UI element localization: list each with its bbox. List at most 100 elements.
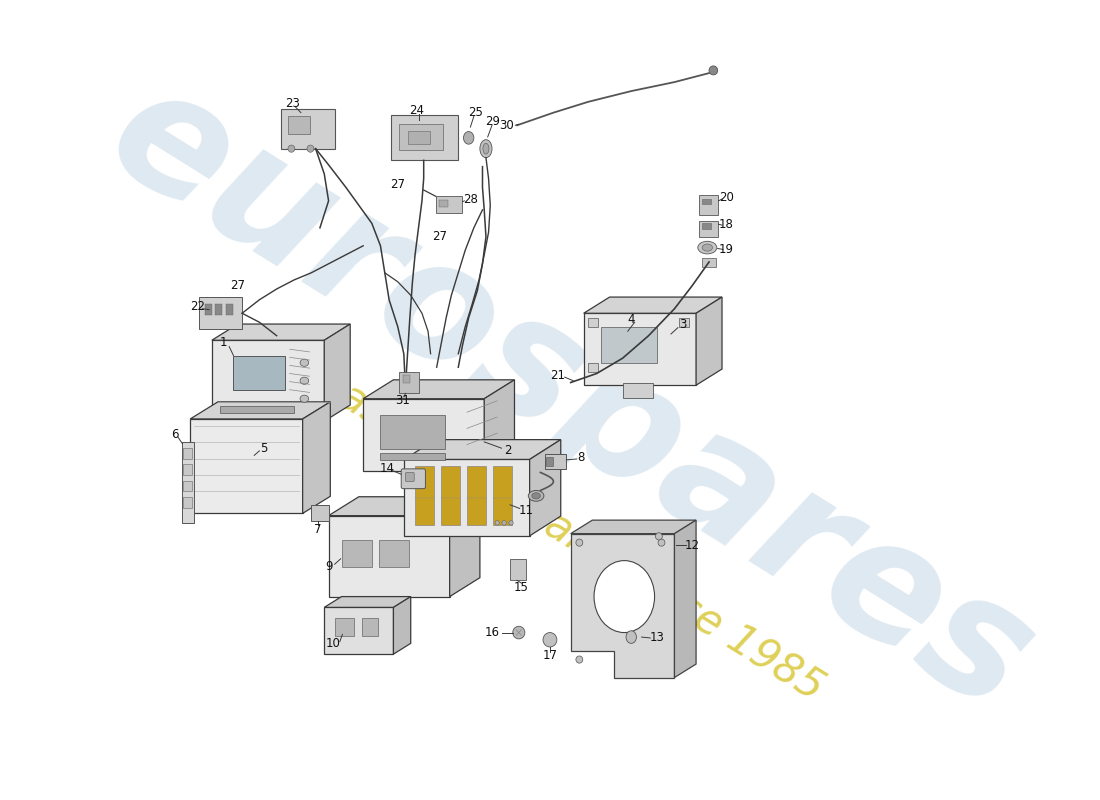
Bar	[510, 559, 526, 580]
Bar	[679, 318, 690, 326]
Text: 6: 6	[170, 428, 178, 441]
Text: 12: 12	[684, 539, 700, 552]
Text: 24: 24	[409, 104, 425, 118]
Bar	[702, 223, 711, 229]
Polygon shape	[571, 520, 696, 534]
Polygon shape	[212, 340, 324, 421]
Text: 31: 31	[396, 394, 410, 407]
Polygon shape	[190, 402, 330, 419]
Ellipse shape	[513, 626, 525, 639]
Polygon shape	[363, 380, 515, 398]
Bar	[547, 457, 553, 466]
Bar	[334, 618, 354, 636]
Bar	[362, 618, 378, 636]
Text: 10: 10	[326, 637, 340, 650]
Bar	[378, 540, 409, 567]
Text: 27: 27	[230, 279, 245, 292]
Polygon shape	[674, 520, 696, 678]
Bar	[441, 466, 460, 525]
Ellipse shape	[300, 359, 309, 366]
Ellipse shape	[658, 539, 664, 546]
Bar	[588, 362, 598, 372]
Polygon shape	[324, 324, 350, 421]
Text: 27: 27	[432, 230, 447, 243]
Bar	[623, 383, 652, 398]
Bar	[381, 453, 446, 460]
Bar	[220, 406, 294, 413]
Text: 17: 17	[542, 650, 558, 662]
Bar	[403, 375, 410, 382]
Ellipse shape	[576, 656, 583, 663]
Bar	[588, 318, 598, 326]
Text: 20: 20	[719, 190, 734, 204]
Text: 22: 22	[189, 301, 205, 314]
Text: 15: 15	[514, 581, 529, 594]
Bar	[184, 481, 192, 491]
Text: eurospares: eurospares	[80, 50, 1060, 747]
Polygon shape	[450, 497, 480, 597]
Text: 2: 2	[504, 444, 512, 458]
Ellipse shape	[502, 521, 506, 525]
Bar	[205, 304, 212, 315]
Ellipse shape	[463, 131, 474, 144]
Polygon shape	[329, 497, 480, 516]
Bar	[199, 297, 242, 330]
Text: 5: 5	[260, 442, 267, 454]
Ellipse shape	[697, 242, 717, 254]
Ellipse shape	[702, 244, 713, 251]
Ellipse shape	[576, 539, 583, 546]
FancyBboxPatch shape	[402, 469, 426, 489]
Bar	[280, 109, 334, 149]
Bar	[288, 116, 310, 134]
Ellipse shape	[307, 145, 314, 152]
Bar	[466, 466, 486, 525]
Ellipse shape	[710, 66, 717, 75]
Bar	[544, 454, 565, 469]
Polygon shape	[484, 380, 515, 470]
Polygon shape	[404, 459, 529, 536]
Ellipse shape	[288, 145, 295, 152]
Bar	[702, 199, 711, 205]
Bar	[390, 115, 459, 160]
Ellipse shape	[483, 143, 490, 154]
Bar	[216, 304, 222, 315]
Text: 4: 4	[627, 313, 635, 326]
Ellipse shape	[656, 533, 662, 540]
Bar	[408, 130, 430, 144]
Text: 21: 21	[550, 369, 565, 382]
Text: 30: 30	[499, 118, 514, 132]
Polygon shape	[404, 440, 561, 459]
Text: a passion for parts since 1985: a passion for parts since 1985	[276, 340, 832, 709]
Bar	[399, 372, 418, 394]
Ellipse shape	[495, 521, 499, 525]
Bar	[184, 464, 192, 475]
Polygon shape	[571, 534, 674, 678]
Text: 19: 19	[718, 243, 734, 256]
Polygon shape	[324, 607, 394, 654]
Bar	[698, 195, 717, 215]
Bar	[436, 196, 462, 213]
Text: 13: 13	[650, 631, 664, 645]
Text: 18: 18	[719, 218, 734, 230]
Polygon shape	[584, 297, 722, 314]
Bar	[399, 124, 442, 150]
Text: 16: 16	[485, 626, 499, 639]
Text: 1: 1	[219, 337, 227, 350]
Text: 8: 8	[578, 450, 585, 464]
Ellipse shape	[626, 630, 637, 643]
Text: 25: 25	[469, 106, 483, 119]
Bar	[226, 304, 232, 315]
Polygon shape	[696, 297, 722, 386]
Text: 14: 14	[379, 462, 395, 475]
Bar	[184, 497, 192, 507]
Text: 28: 28	[463, 193, 477, 206]
Ellipse shape	[509, 521, 514, 525]
Polygon shape	[233, 355, 285, 390]
Text: 29: 29	[485, 115, 501, 128]
FancyBboxPatch shape	[406, 473, 415, 482]
Text: 27: 27	[390, 178, 405, 191]
Text: 3: 3	[680, 318, 686, 331]
Bar	[381, 415, 446, 449]
Polygon shape	[329, 516, 450, 597]
Polygon shape	[584, 314, 696, 386]
